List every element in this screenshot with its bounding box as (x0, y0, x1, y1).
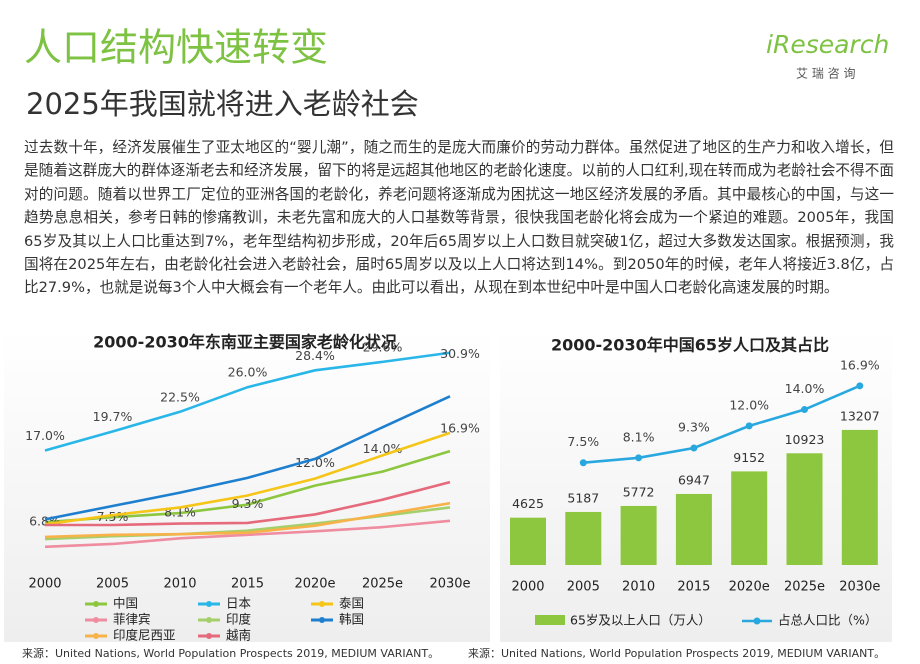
x-tick-label: 2010 (163, 577, 196, 592)
legend-label: 印度 (226, 612, 252, 627)
legend-swatch (206, 601, 212, 607)
legend-swatch (93, 633, 99, 639)
legend-label: 越南 (226, 628, 251, 643)
chart-title: 2000-2030年东南亚主要国家老龄化状况 (93, 333, 397, 352)
line-point (579, 459, 587, 467)
source: 来源：United Nations, World Population Pros… (468, 646, 885, 660)
paragraph: 过去数十年，经济发展催生了亚太地区的“婴儿潮”，随之而生的是庞大而廉价的劳动力群… (24, 139, 894, 297)
x-tick-label: 2020e (294, 577, 335, 592)
data-label: 14.0% (363, 441, 403, 456)
chart-title: 2000-2030年中国65岁人口及其占比 (551, 336, 829, 355)
data-label: 22.5% (160, 389, 200, 404)
data-label: 10923 (785, 432, 825, 447)
x-tick-label: 2025e (784, 580, 825, 595)
data-label: 13207 (840, 408, 880, 423)
legend-swatch (206, 617, 212, 623)
data-label: 14.0% (785, 381, 825, 396)
legend-swatch (93, 601, 99, 607)
bar (675, 493, 712, 565)
data-label: 12.0% (295, 455, 335, 470)
legend-swatch (206, 633, 212, 639)
title: 人口结构快速转变 (24, 26, 328, 70)
bar (786, 453, 823, 565)
bar (731, 471, 768, 565)
legend-label: 韩国 (339, 612, 364, 627)
legend-label: 65岁及以上人口（万人） (570, 613, 711, 628)
series-line (44, 395, 451, 521)
x-tick-label: 2015 (677, 580, 710, 595)
data-label: 6947 (678, 472, 710, 487)
series-line (44, 519, 451, 549)
x-tick-label: 2010 (622, 580, 655, 595)
left-panel (4, 330, 490, 642)
data-label: 9.3% (232, 496, 264, 511)
data-label: 8.1% (623, 429, 655, 444)
data-label: 7.5% (567, 434, 599, 449)
legend-label: 占总人口比（%） (778, 613, 877, 628)
series-line (44, 501, 451, 539)
x-tick-label: 2025e (362, 577, 403, 592)
legend-label: 菲律宾 (113, 612, 151, 627)
x-tick-label: 2015 (231, 577, 264, 592)
x-tick-label: 2000 (511, 580, 544, 595)
bar (510, 517, 546, 565)
data-label: 4625 (512, 496, 544, 511)
data-label: 17.0% (25, 428, 65, 443)
legend-swatch (535, 615, 565, 625)
x-tick-label: 2005 (96, 577, 129, 592)
legend-swatch (93, 617, 99, 623)
legend-label: 泰国 (339, 596, 364, 611)
x-tick-label: 2000 (28, 577, 61, 592)
line-point (635, 454, 643, 462)
subtitle: 2025年我国就将进入老龄社会 (26, 87, 419, 121)
legend-label: 中国 (113, 596, 138, 611)
legend-label: 印度尼西亚 (113, 628, 176, 643)
line-point (801, 406, 808, 414)
legend-swatch (753, 617, 761, 625)
series-line (583, 384, 861, 465)
data-label: 30.9% (440, 346, 480, 361)
line-point (690, 444, 698, 452)
data-label: 5772 (623, 484, 655, 499)
bar (620, 505, 657, 565)
bar (841, 429, 878, 565)
x-tick-label: 2005 (567, 580, 600, 595)
data-label: 26.0% (228, 365, 268, 380)
logo-sub: 艾 瑞 咨 询 (796, 66, 855, 81)
series-line (44, 351, 451, 452)
line-point (745, 422, 753, 430)
x-tick-label: 2030e (429, 577, 470, 592)
series-line (44, 449, 451, 524)
logo: iResearch (766, 30, 889, 59)
data-label: 16.9% (440, 421, 480, 436)
line-point (856, 382, 864, 390)
data-label: 19.7% (93, 409, 133, 424)
data-label: 5187 (567, 490, 599, 505)
data-label: 16.9% (840, 357, 880, 372)
series-line (45, 480, 451, 527)
legend-label: 日本 (226, 596, 252, 611)
source: 来源：United Nations, World Population Pros… (22, 646, 439, 660)
data-label: 12.0% (729, 397, 769, 412)
bar (565, 511, 602, 565)
data-label: 29.6% (363, 339, 403, 354)
series-line (44, 506, 451, 541)
right-panel (500, 330, 892, 642)
x-tick-label: 2030e (839, 580, 880, 595)
legend-swatch (319, 601, 325, 607)
legend-swatch (319, 617, 325, 623)
data-label: 28.4% (295, 348, 335, 363)
data-label: 9.3% (678, 420, 710, 435)
data-label: 9152 (733, 450, 765, 465)
x-tick-label: 2020e (729, 580, 770, 595)
series-line (44, 431, 451, 526)
